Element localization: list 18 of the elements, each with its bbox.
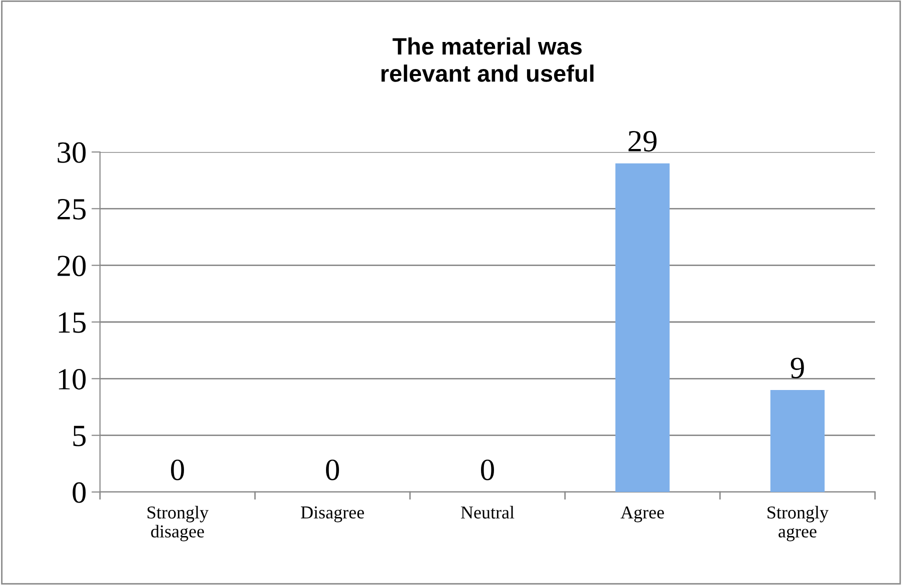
data-label: 0 bbox=[171, 460, 184, 480]
y-tick-label: 25 bbox=[58, 199, 86, 220]
x-tick-label: Strongly disagee bbox=[148, 506, 209, 542]
y-tick-label: 20 bbox=[58, 256, 86, 276]
chart-title: The material was relevant and useful bbox=[381, 37, 594, 82]
y-tick-label: 15 bbox=[58, 312, 86, 333]
y-tick-label: 0 bbox=[72, 482, 86, 503]
y-tick-label: 10 bbox=[58, 368, 86, 390]
data-label: 29 bbox=[628, 131, 657, 152]
x-tick-label: Strongly agree bbox=[768, 506, 829, 542]
x-tick-label: Disagree bbox=[300, 506, 364, 522]
y-tick-label: 5 bbox=[73, 426, 86, 446]
x-tick-label: Agree bbox=[620, 506, 664, 522]
y-tick-label: 30 bbox=[58, 142, 86, 163]
data-label: 0 bbox=[326, 460, 339, 480]
data-label: 9 bbox=[790, 358, 804, 378]
data-label: 0 bbox=[481, 460, 494, 480]
x-tick-label: Neutral bbox=[460, 506, 514, 519]
